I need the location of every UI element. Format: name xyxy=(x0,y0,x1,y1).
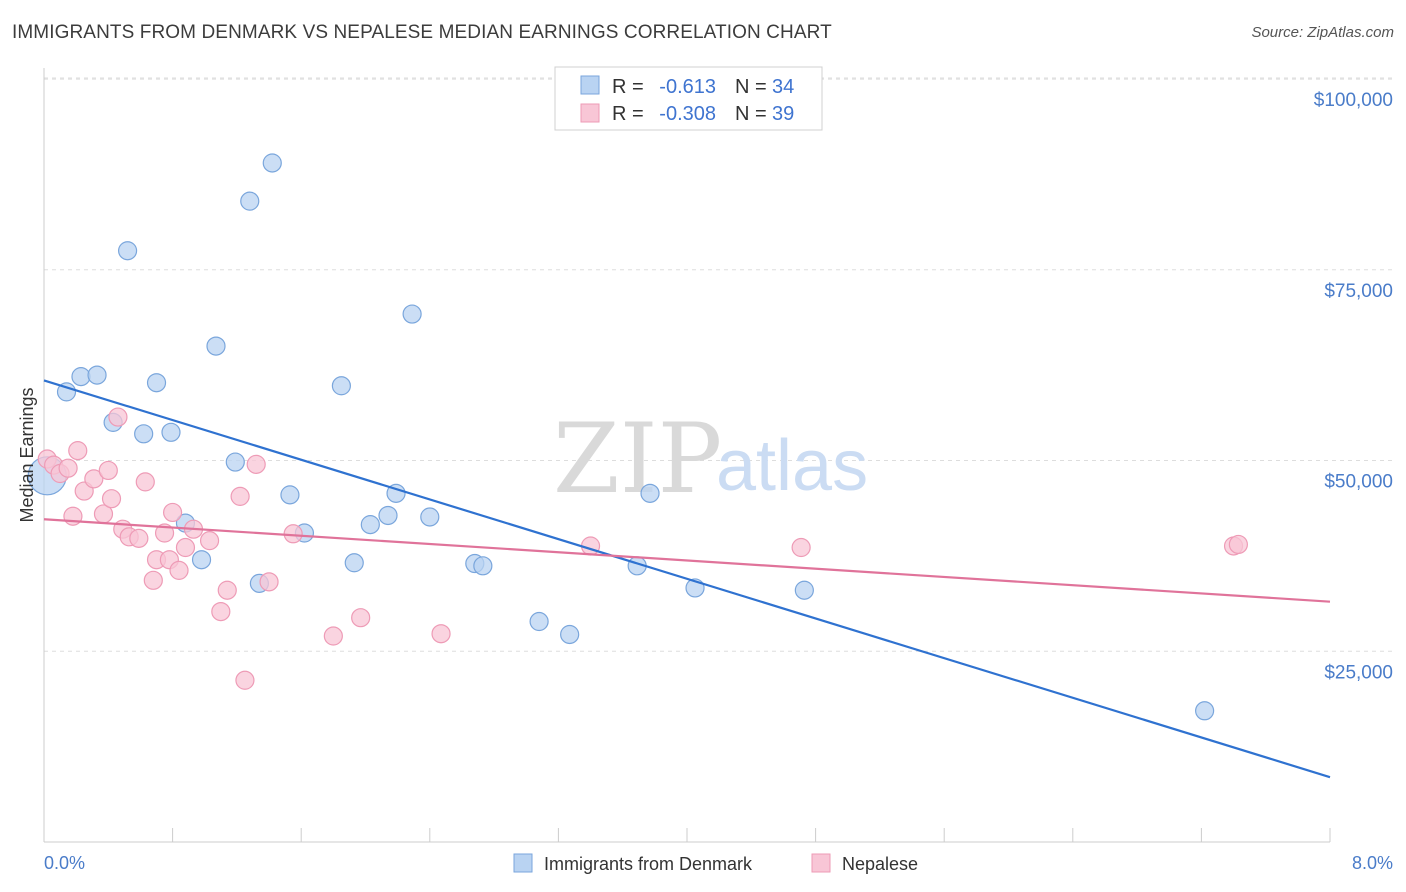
x-tick-label-max: 8.0% xyxy=(1352,853,1393,873)
y-axis-label: Median Earnings xyxy=(17,387,37,522)
bottom-legend-label-denmark: Immigrants from Denmark xyxy=(544,854,753,874)
x-tick-label-min: 0.0% xyxy=(44,853,85,873)
point-denmark-5 xyxy=(117,241,138,261)
point-denmark-6 xyxy=(134,424,154,444)
point-denmark-19 xyxy=(344,553,364,573)
point-denmark-16 xyxy=(280,485,300,505)
point-denmark-21 xyxy=(378,505,398,526)
legend-r-label-denmark: R = xyxy=(612,76,644,98)
point-nepalese-36 xyxy=(791,537,811,558)
legend-box: R = -0.613 N = 34 R = -0.308 N = 39 xyxy=(554,66,823,131)
source-label: Source: ZipAtlas.com xyxy=(1251,24,1394,41)
point-denmark-20 xyxy=(360,515,380,535)
legend-swatch-nepalese xyxy=(580,103,600,123)
point-nepalese-28 xyxy=(235,670,255,690)
point-nepalese-10 xyxy=(101,489,122,509)
point-denmark-2 xyxy=(71,367,91,387)
point-denmark-33 xyxy=(1195,701,1215,721)
grid-lines xyxy=(44,77,1394,652)
point-nepalese-38 xyxy=(1228,534,1248,555)
bottom-legend-swatch-denmark xyxy=(513,853,533,873)
point-denmark-10 xyxy=(191,550,212,570)
point-nepalese-32 xyxy=(323,626,343,646)
point-denmark-23 xyxy=(402,304,422,324)
point-denmark-11 xyxy=(206,336,226,356)
y-tick-labels: $25,000 $50,000 $75,000 $100,000 xyxy=(1314,90,1393,683)
point-nepalese-7 xyxy=(84,469,104,489)
point-denmark-7 xyxy=(146,373,167,393)
point-denmark-32 xyxy=(794,580,814,600)
point-nepalese-26 xyxy=(217,580,237,600)
watermark-atlas: atlas xyxy=(716,426,868,506)
point-nepalese-3 xyxy=(58,458,78,478)
point-denmark-24 xyxy=(420,507,440,527)
y-tick-label-0: $25,000 xyxy=(1324,662,1393,683)
point-nepalese-29 xyxy=(246,454,266,474)
point-nepalese-14 xyxy=(129,528,149,548)
point-nepalese-22 xyxy=(175,537,196,558)
point-nepalese-20 xyxy=(163,502,183,523)
y-tick-label-3: $100,000 xyxy=(1314,90,1393,111)
point-denmark-15 xyxy=(262,153,282,173)
point-nepalese-24 xyxy=(199,531,220,551)
point-denmark-30 xyxy=(640,483,660,503)
legend-r-value-denmark: -0.613 xyxy=(659,76,716,98)
legend-r-label-nepalese: R = xyxy=(612,103,644,125)
point-nepalese-27 xyxy=(230,486,250,506)
point-denmark-26 xyxy=(473,556,493,576)
y-tick-label-2: $75,000 xyxy=(1324,281,1393,302)
trend-lines xyxy=(43,379,1331,779)
point-denmark-1 xyxy=(56,382,77,402)
chart-title: IMMIGRANTS FROM DENMARK VS NEPALESE MEDI… xyxy=(12,22,832,43)
trend-line-nepalese xyxy=(43,518,1331,603)
legend-n-value-denmark: 34 xyxy=(772,76,794,98)
point-denmark-3 xyxy=(87,365,107,385)
point-denmark-12 xyxy=(225,452,245,472)
point-nepalese-11 xyxy=(108,407,128,427)
point-denmark-18 xyxy=(331,376,351,396)
trend-line-denmark xyxy=(43,379,1331,779)
point-nepalese-18 xyxy=(154,523,175,543)
point-denmark-27 xyxy=(529,611,549,632)
point-nepalese-30 xyxy=(259,572,279,592)
point-nepalese-34 xyxy=(431,624,451,644)
point-nepalese-15 xyxy=(135,472,155,492)
point-nepalese-16 xyxy=(143,570,163,590)
point-nepalese-21 xyxy=(169,560,189,580)
point-denmark-22 xyxy=(386,483,406,503)
point-nepalese-9 xyxy=(98,460,118,481)
legend-swatch-denmark xyxy=(580,75,600,95)
watermark-zip: ZIP xyxy=(553,403,722,515)
point-denmark-8 xyxy=(161,422,181,442)
legend-n-value-nepalese: 39 xyxy=(772,103,794,125)
point-denmark-28 xyxy=(560,624,580,645)
point-denmark-13 xyxy=(240,191,260,211)
legend-n-label-denmark: N = xyxy=(735,76,767,98)
y-tick-label-1: $50,000 xyxy=(1324,472,1393,493)
legend-n-label-nepalese: N = xyxy=(735,103,767,125)
point-nepalese-5 xyxy=(68,441,88,461)
bottom-legend-swatch-nepalese xyxy=(811,853,831,873)
bottom-legend: Immigrants from Denmark Nepalese xyxy=(513,853,918,874)
data-points xyxy=(27,153,1248,721)
point-nepalese-25 xyxy=(211,601,231,622)
bottom-legend-label-nepalese: Nepalese xyxy=(842,854,918,874)
legend-r-value-nepalese: -0.308 xyxy=(659,103,716,125)
watermark: ZIP atlas xyxy=(553,403,868,515)
point-nepalese-33 xyxy=(351,608,371,628)
